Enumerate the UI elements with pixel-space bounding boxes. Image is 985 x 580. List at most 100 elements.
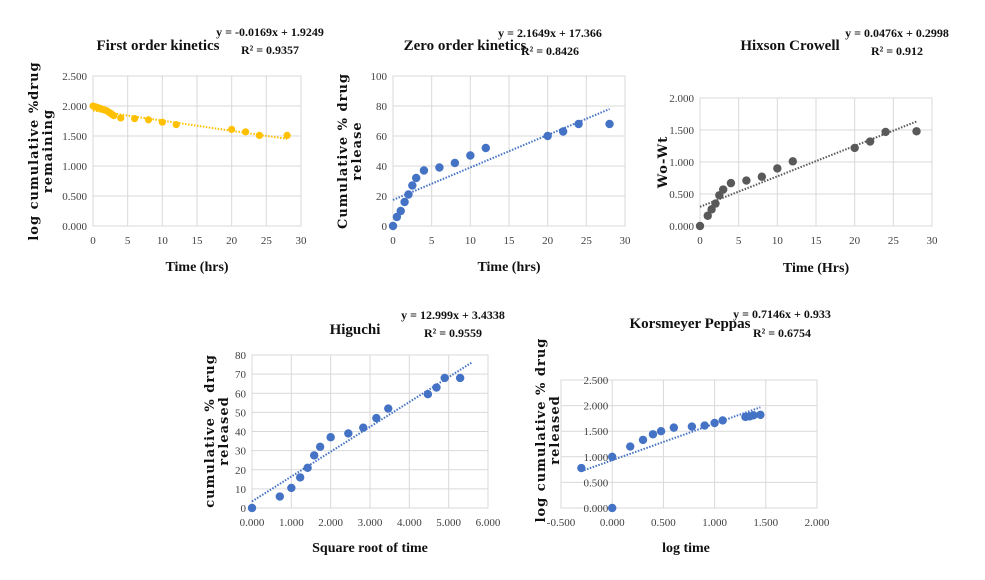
data-point	[700, 421, 709, 430]
plot-frame	[92, 75, 302, 227]
x-tick-label: 2.000	[805, 517, 830, 529]
y-axis-label: Cumulative % drug	[336, 73, 351, 229]
chart-higuchi: 0 10 20 30 40 50 60 70 80 0.000 1.000 2.000 3.000 4.0…	[203, 308, 505, 556]
data-point	[408, 181, 417, 190]
x-tick-label: 0.000	[600, 517, 625, 529]
y-tick-label: 0.500	[669, 189, 694, 201]
data-point	[757, 172, 767, 181]
data-point	[912, 127, 921, 136]
r-squared-label: R² = 0.9357	[241, 43, 299, 57]
y-tick-label: 10	[235, 484, 247, 496]
x-tick-label: 15	[811, 235, 823, 247]
y-axis-label: release	[350, 121, 365, 180]
x-tick-label: 3.000	[358, 517, 383, 529]
chart-zero-order: 0 20 40 60 80 100 0 5 10 15 20 25 30 Zero order kinet…	[336, 26, 631, 275]
data-point	[158, 118, 166, 126]
plot-frame	[699, 97, 933, 227]
data-point	[881, 127, 890, 137]
y-tick-label: 2.000	[62, 101, 87, 113]
x-tick-label: 10	[157, 235, 169, 247]
y-tick-label: 0	[241, 503, 247, 515]
y-tick-label: 40	[376, 161, 388, 173]
y-axis-label: remaining	[41, 109, 56, 193]
y-tick-label: 0.000	[583, 503, 608, 515]
data-point	[850, 143, 859, 153]
data-point	[773, 164, 782, 173]
data-point	[742, 176, 751, 185]
data-point	[247, 503, 257, 513]
data-point	[400, 197, 409, 207]
x-tick-label: 6.000	[476, 517, 501, 529]
data-point	[275, 492, 285, 501]
x-tick-label: 30	[296, 235, 308, 247]
data-point	[788, 157, 797, 166]
data-point	[719, 185, 728, 194]
data-point	[440, 373, 449, 383]
trendline-equation: y = 0.0476x + 0.2998	[845, 26, 949, 40]
data-point	[117, 114, 125, 122]
data-point	[228, 125, 236, 133]
x-tick-label: 5	[736, 235, 742, 247]
x-tick-label: 0.500	[651, 517, 676, 529]
x-tick-label: 30	[927, 235, 939, 247]
data-point	[110, 112, 118, 120]
data-point	[626, 442, 635, 451]
r-squared-label: R² = 0.6754	[753, 326, 811, 340]
x-tick-label: 20	[226, 235, 238, 247]
data-point	[577, 463, 586, 473]
y-tick-label: 1.000	[62, 161, 87, 173]
x-tick-label: 20	[542, 235, 554, 247]
y-tick-label: 1.000	[583, 452, 608, 464]
data-point	[749, 411, 758, 420]
y-tick-label: 40	[235, 427, 247, 439]
chart-hixson-crowell: 0.000 0.500 1.000 1.500 2.000 0 5 10 15 20 25 30 Hix…	[656, 26, 949, 276]
y-axis-label: cumulative % drug	[203, 354, 218, 508]
data-point	[669, 423, 679, 432]
data-point	[718, 416, 727, 425]
x-axis-label: Time (hrs)	[165, 260, 228, 275]
x-tick-label: 30	[620, 235, 632, 247]
y-tick-label: 0	[382, 221, 388, 233]
data-point	[865, 137, 875, 146]
y-tick-label: 2.000	[583, 401, 608, 413]
data-point	[396, 206, 405, 216]
y-tick-label: 50	[235, 407, 247, 419]
x-tick-label: 5	[125, 235, 131, 247]
data-point	[543, 131, 552, 141]
data-point	[372, 413, 381, 423]
r-squared-label: R² = 0.912	[871, 44, 923, 58]
data-point	[404, 190, 413, 199]
data-point	[605, 119, 614, 129]
data-point	[687, 422, 697, 431]
data-point	[419, 166, 429, 175]
r-squared-label: R² = 0.9559	[424, 326, 482, 340]
data-point	[648, 430, 658, 439]
chart-title: Zero order kinetics	[404, 38, 527, 54]
chart-title: Hixson Crowell	[740, 38, 839, 54]
data-point	[295, 473, 305, 482]
data-point	[315, 442, 325, 451]
data-point	[726, 178, 736, 188]
trendline	[581, 406, 761, 473]
data-point	[144, 116, 153, 124]
data-point	[392, 212, 402, 222]
y-tick-label: 0.000	[62, 221, 87, 233]
data-point	[656, 427, 666, 436]
y-tick-label: 20	[376, 191, 388, 203]
data-point	[423, 390, 433, 399]
y-tick-label: 2.500	[583, 375, 608, 387]
y-tick-label: 70	[235, 369, 247, 381]
data-point	[384, 404, 393, 413]
trendline-equation: y = 2.1649x + 17.366	[498, 26, 602, 40]
x-axis-label: Time (Hrs)	[783, 261, 850, 276]
chart-title: Higuchi	[330, 322, 381, 338]
x-tick-label: 10	[772, 235, 784, 247]
data-point	[303, 463, 312, 473]
data-point	[756, 410, 765, 420]
data-point	[481, 143, 490, 153]
x-tick-label: -0.500	[547, 517, 576, 529]
x-axis-label: Time (hrs)	[477, 260, 540, 275]
x-tick-label: 1.000	[702, 517, 727, 529]
y-tick-label: 0.500	[583, 477, 608, 489]
x-axis-label: log time	[662, 541, 710, 556]
